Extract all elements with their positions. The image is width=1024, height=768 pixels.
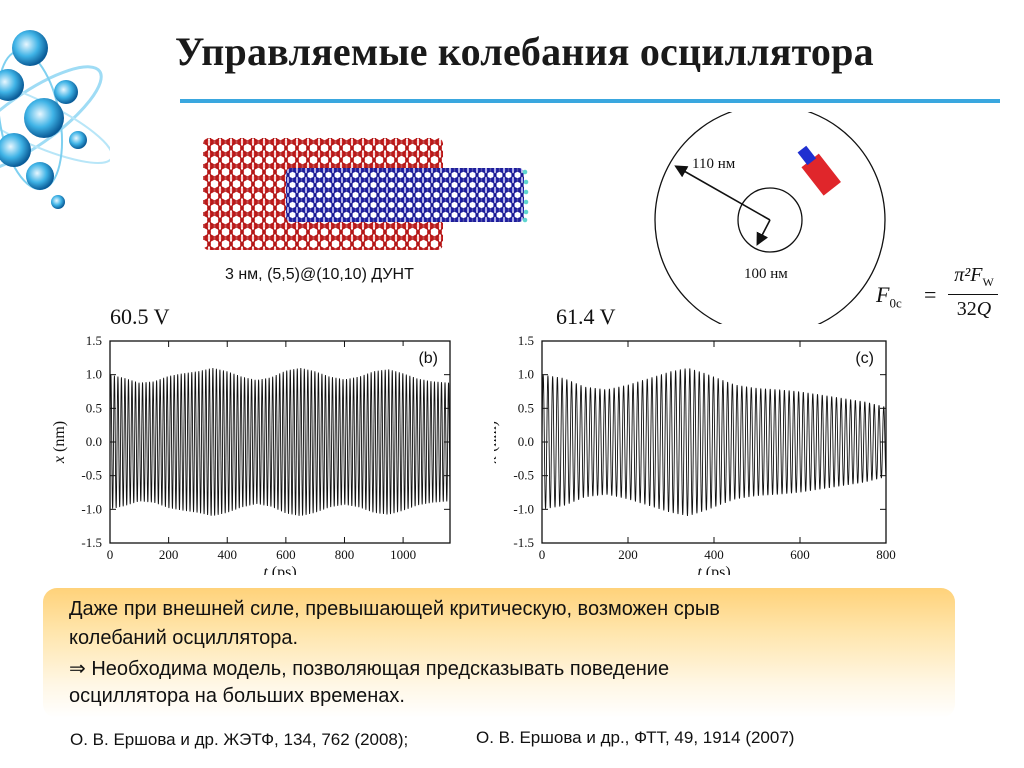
panel-label-backdrop bbox=[838, 346, 878, 368]
x-tick-label: 0 bbox=[107, 547, 114, 562]
y-tick-label: 1.0 bbox=[518, 367, 534, 382]
oscillation-trace bbox=[541, 368, 887, 516]
x-tick-label: 800 bbox=[876, 547, 896, 562]
y-tick-label: -1.5 bbox=[81, 535, 102, 550]
voltage-label-c: 61.4 V bbox=[556, 304, 616, 329]
slide-title: Управляемые колебания осциллятора bbox=[175, 29, 874, 74]
y-tick-label: -0.5 bbox=[513, 468, 534, 483]
panel-label: (c) bbox=[855, 350, 874, 367]
nanotube-caption: 3 нм, (5,5)@(10,10) ДУНТ bbox=[225, 266, 414, 283]
y-axis-label: x (nm) bbox=[51, 421, 68, 464]
y-tick-label: 0.5 bbox=[86, 400, 102, 415]
y-tick-label: 0.5 bbox=[518, 400, 534, 415]
oscillation-plot-c: 1.5 1.0 0.5 0.0 -0.5 -1.0 -1.5 0 200 400 600 800 (c)… bbox=[494, 333, 896, 575]
inner-radius-label: 100 нм bbox=[744, 266, 788, 282]
x-tick-label: 400 bbox=[704, 547, 724, 562]
atom-decoration bbox=[0, 30, 110, 209]
y-tick-label: -1.0 bbox=[513, 501, 534, 516]
conclusion-line-4: осциллятора на больших временах. bbox=[69, 685, 405, 707]
conclusion-line-1: Даже при внешней силе, превышающей крити… bbox=[69, 598, 720, 620]
outer-radius-label: 110 нм bbox=[692, 156, 736, 172]
x-tick-label: 0 bbox=[539, 547, 546, 562]
formula-denominator: 32Q bbox=[956, 298, 992, 320]
y-tick-label: -0.5 bbox=[81, 468, 102, 483]
conclusion-line-2: колебаний осциллятора. bbox=[69, 627, 299, 649]
oscillation-plot-b: 1.5 1.0 0.5 0.0 -0.5 -1.0 -1.5 0 200 400 600 800 100… bbox=[51, 333, 451, 575]
formula-numerator: π²FW bbox=[954, 264, 994, 289]
y-tick-label: -1.0 bbox=[81, 501, 102, 516]
x-tick-label: 800 bbox=[335, 547, 355, 562]
y-tick-label: 1.5 bbox=[86, 333, 102, 348]
x-tick-label: 200 bbox=[159, 547, 179, 562]
panel-label: (b) bbox=[418, 350, 438, 367]
x-tick-label: 600 bbox=[276, 547, 296, 562]
title-underline bbox=[180, 99, 1000, 103]
y-tick-label: 1.5 bbox=[518, 333, 534, 348]
x-axis-label: t (ps) bbox=[263, 564, 296, 575]
conclusion-box: Даже при внешней силе, превышающей крити… bbox=[43, 588, 955, 718]
oscillation-trace bbox=[109, 367, 451, 516]
reference-2: О. В. Ершова и др., ФТТ, 49, 1914 (2007) bbox=[476, 728, 795, 747]
x-axis-label: t (ps) bbox=[697, 564, 730, 575]
y-axis-label: x (nm) bbox=[494, 421, 500, 464]
x-tick-label: 1000 bbox=[390, 547, 416, 562]
voltage-label-b: 60.5 V bbox=[110, 304, 170, 329]
panel-label-backdrop bbox=[402, 346, 442, 368]
y-tick-label: 0.0 bbox=[86, 434, 102, 449]
x-tick-label: 600 bbox=[790, 547, 810, 562]
reference-1: О. В. Ершова и др. ЖЭТФ, 134, 762 (2008)… bbox=[70, 730, 409, 749]
x-tick-label: 400 bbox=[217, 547, 237, 562]
y-tick-label: -1.5 bbox=[513, 535, 534, 550]
critical-force-formula: F0c = π²FW 32Q bbox=[876, 264, 998, 326]
y-tick-label: 1.0 bbox=[86, 367, 102, 382]
x-tick-label: 200 bbox=[618, 547, 638, 562]
nanotube-image bbox=[203, 138, 529, 250]
y-tick-label: 0.0 bbox=[518, 434, 534, 449]
oscillator-schematic: 110 нм 100 нм bbox=[654, 112, 886, 324]
conclusion-line-3: ⇒ Необходима модель, позволяющая предска… bbox=[69, 658, 670, 680]
